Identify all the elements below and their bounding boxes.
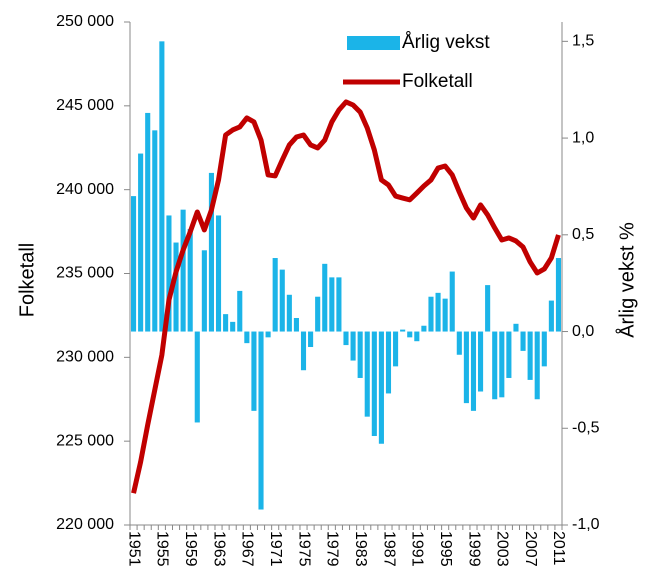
bar	[215, 215, 222, 332]
bar	[152, 130, 158, 332]
y-tick-label: 240 000	[56, 181, 114, 198]
y-tick-label: 235 000	[56, 265, 114, 282]
bar	[385, 331, 392, 394]
bar	[470, 331, 477, 411]
bar	[173, 242, 179, 332]
bar	[378, 331, 384, 444]
bar	[520, 331, 526, 351]
bar	[541, 331, 547, 367]
y2-tick-label: 0,0	[572, 323, 594, 340]
bar	[478, 331, 484, 392]
legend-swatch	[347, 36, 400, 50]
bar	[322, 263, 328, 332]
bar	[371, 331, 377, 437]
x-tick-label: 1979	[324, 531, 341, 567]
x-tick-label: 2003	[494, 531, 511, 567]
bar	[293, 317, 299, 332]
bar	[180, 209, 186, 332]
bar	[400, 329, 406, 332]
y-axis-title: Folketall	[16, 243, 38, 317]
legend-label: Folketall	[402, 71, 473, 92]
bar	[350, 331, 356, 361]
bar	[194, 331, 200, 423]
bar	[449, 271, 455, 332]
bar	[166, 215, 172, 332]
line	[131, 99, 561, 494]
x-tick-label: 1951	[125, 531, 142, 567]
x-tick-label: 1975	[295, 531, 312, 567]
y2-tick-label: 0,5	[572, 226, 594, 243]
bar	[308, 331, 314, 348]
y-tick-label: 220 000	[56, 516, 114, 533]
bar	[130, 196, 137, 332]
bar	[442, 298, 448, 332]
bar	[527, 331, 533, 380]
bar	[265, 331, 271, 338]
bar	[513, 323, 519, 332]
x-tick-label: 1959	[182, 531, 199, 567]
bar	[329, 277, 335, 332]
bar	[336, 277, 342, 332]
bar	[428, 296, 434, 332]
x-tick-label: 1967	[239, 531, 256, 567]
x-tick-label: 1963	[210, 531, 227, 567]
y-tick-label: 250 000	[56, 13, 114, 30]
bar	[492, 331, 498, 400]
bar	[499, 331, 505, 398]
bar	[555, 258, 562, 332]
x-tick-label: 1955	[154, 531, 171, 567]
y2-axis-title: Årlig vekst %	[615, 222, 638, 338]
y2-tick-label: 1,0	[572, 129, 594, 146]
bar	[159, 41, 165, 332]
bar	[548, 300, 554, 332]
x-tick-label: 1971	[267, 531, 284, 567]
x-tick-label: 2007	[522, 531, 539, 567]
y-tick-label: 225 000	[56, 432, 114, 449]
y2-tick-label: -0,5	[572, 419, 600, 436]
x-tick-label: 2011	[550, 531, 567, 566]
bar	[393, 331, 399, 367]
x-tick-label: 1991	[409, 531, 426, 567]
bar	[244, 331, 250, 344]
bar	[414, 331, 420, 342]
bar	[279, 269, 285, 332]
bar	[251, 331, 257, 411]
bar	[315, 296, 321, 332]
bar	[237, 290, 243, 332]
x-tick-label: 1983	[352, 531, 369, 567]
bar	[208, 172, 214, 332]
bar	[145, 112, 151, 332]
bar	[223, 314, 229, 332]
bar	[506, 331, 512, 378]
bar	[463, 331, 469, 404]
bar	[300, 331, 307, 371]
bar	[201, 250, 207, 332]
bar	[456, 331, 462, 355]
y-tick-label: 230 000	[56, 349, 114, 366]
bar	[534, 331, 540, 400]
bar	[230, 321, 236, 332]
bar	[286, 294, 292, 332]
y-tick-label: 245 000	[56, 97, 114, 114]
legend-label: Årlig vekst	[402, 32, 490, 53]
bar	[435, 292, 441, 332]
x-tick-label: 1987	[380, 531, 397, 567]
bar	[272, 258, 278, 332]
bar	[485, 285, 491, 332]
bar	[407, 331, 413, 338]
y2-tick-label: -1,0	[572, 516, 600, 533]
bar	[138, 153, 144, 332]
bar	[343, 331, 349, 346]
bar	[421, 325, 427, 332]
bar	[187, 229, 193, 332]
x-tick-label: 1995	[437, 531, 454, 567]
x-tick-label: 1999	[465, 531, 482, 567]
bar	[357, 331, 363, 378]
bar	[258, 331, 264, 510]
bar	[364, 331, 370, 417]
y2-tick-label: 1,5	[572, 33, 594, 50]
